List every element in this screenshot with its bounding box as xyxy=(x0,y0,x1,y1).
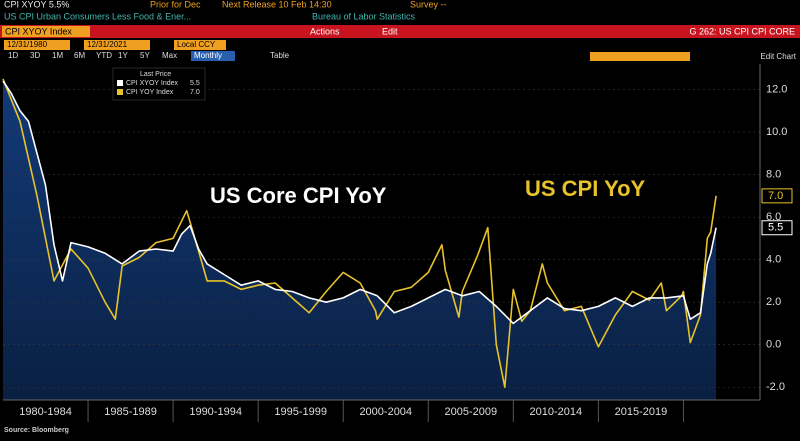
end-date-box[interactable] xyxy=(84,40,150,50)
table-button[interactable]: Table xyxy=(270,51,290,60)
x-tick-label: 2005-2009 xyxy=(445,406,498,418)
y-tick-label: 8.0 xyxy=(766,168,781,180)
end-date: 12/31/2021 xyxy=(87,40,128,49)
x-tick-label: 1980-1984 xyxy=(19,406,72,418)
x-tick-label: 2010-2014 xyxy=(530,406,583,418)
series-line xyxy=(2,80,717,325)
legend-box xyxy=(112,67,206,101)
plot: 12.0 10.0 8.0 6.0 4.0 2.0 0.0 -2.0 1980-1984 1985… xyxy=(2,64,793,422)
legend-title: Last Price xyxy=(140,71,171,78)
frequency: Monthly xyxy=(194,51,222,60)
annotation: US CPI YoY xyxy=(525,176,646,201)
area xyxy=(3,81,717,400)
function-code: G 262: US CPI CPI CORE xyxy=(689,26,795,36)
y-tick-label: 6.0 xyxy=(766,211,781,223)
annotation: US Core CPI YoY xyxy=(210,183,387,208)
x-tick-label: 1990-1994 xyxy=(189,406,242,418)
period-button[interactable]: 3D xyxy=(30,51,40,60)
edit-chart-button[interactable]: Edit Chart xyxy=(760,52,796,61)
ticker-line: CPI XYOY 5.5% xyxy=(4,0,69,9)
last-value-label: 5.5 xyxy=(768,222,783,234)
legend-value: 5.5 xyxy=(190,80,200,87)
y-tick-label: 0.0 xyxy=(766,339,781,351)
currency: Local CCY xyxy=(177,40,216,49)
security-box[interactable] xyxy=(2,26,90,37)
legend-value: 7.0 xyxy=(190,89,200,96)
period-button[interactable]: 1D xyxy=(8,51,18,60)
actions-button[interactable]: Actions xyxy=(310,26,340,36)
last-value-box xyxy=(761,188,793,204)
y-tick-label: -2.0 xyxy=(766,381,785,393)
security: CPI XYOY Index xyxy=(5,26,72,36)
x-tick-label: 2015-2019 xyxy=(615,406,668,418)
period-button[interactable]: Max xyxy=(162,51,177,60)
prior: Prior for Dec xyxy=(150,0,201,9)
legend-swatch xyxy=(117,89,123,95)
currency-box[interactable] xyxy=(174,40,226,50)
next-release: Next Release 10 Feb 14:30 xyxy=(222,0,332,9)
period-button[interactable]: 1Y xyxy=(118,51,128,60)
period-button[interactable]: 5Y xyxy=(140,51,150,60)
x-tick-label: 2000-2004 xyxy=(359,406,412,418)
legend-swatch xyxy=(117,80,123,86)
x-tick-label: 1995-1999 xyxy=(274,406,327,418)
survey: Survey -- xyxy=(410,0,447,9)
series-line xyxy=(2,78,717,388)
period-button[interactable]: 1M xyxy=(52,51,63,60)
y-tick-label: 4.0 xyxy=(766,254,781,266)
source-agency: Bureau of Labor Statistics xyxy=(312,11,416,21)
y-tick-label: 12.0 xyxy=(766,83,787,95)
start-date: 12/31/1980 xyxy=(7,40,48,49)
frequency-box[interactable] xyxy=(191,51,235,61)
y-tick-label: 10.0 xyxy=(766,126,787,138)
period-button[interactable]: YTD xyxy=(96,51,112,60)
x-tick-label: 1985-1989 xyxy=(104,406,157,418)
last-value-box xyxy=(761,220,793,236)
toolbar xyxy=(0,25,800,38)
edit-button[interactable]: Edit xyxy=(382,26,398,36)
source: Source: Bloomberg xyxy=(4,427,69,434)
description: US CPI Urban Consumers Less Food & Ener.… xyxy=(4,11,191,21)
start-date-box[interactable] xyxy=(4,40,70,50)
y-tick-label: 2.0 xyxy=(766,296,781,308)
period-buttons: 1D 3D 1M 6M YTD 1Y 5Y Max xyxy=(8,51,177,60)
last-value-label: 7.0 xyxy=(768,190,783,202)
legend-label: CPI XYOY Index xyxy=(126,80,179,87)
period-button[interactable]: 6M xyxy=(74,51,85,60)
legend-label: CPI YOY Index xyxy=(126,89,174,96)
add-box[interactable] xyxy=(590,52,690,61)
